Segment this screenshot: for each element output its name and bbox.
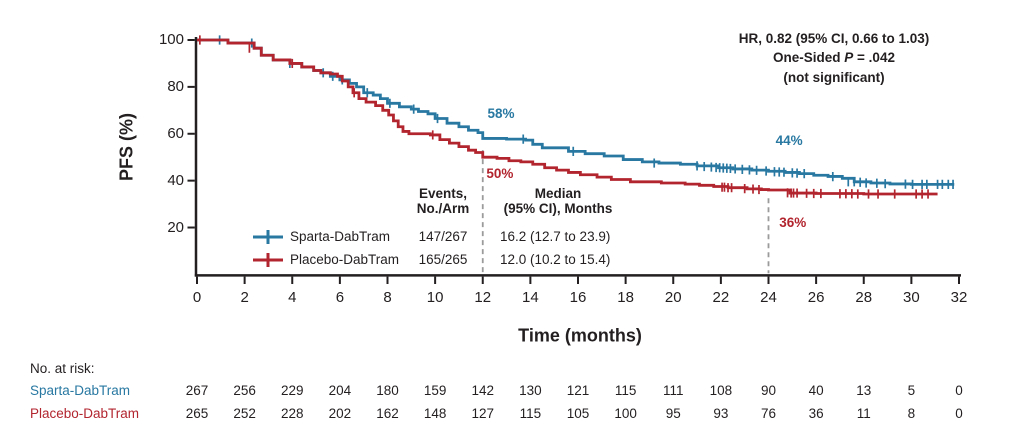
milestone-label: 36%	[779, 214, 807, 230]
stats-annotation: HR, 0.82 (95% CI, 0.66 to 1.03) One-Side…	[739, 29, 930, 87]
at-risk-value: 229	[280, 383, 304, 398]
at-risk-row-label-placebo: Placebo-DabTram	[30, 406, 140, 421]
legend-median-header-line2: (95% CI), Months	[503, 200, 613, 216]
milestone-label: 44%	[775, 132, 803, 148]
legend-events-header-line2: No./Arm	[416, 200, 470, 216]
legend-events-placebo: 165/265	[418, 252, 468, 267]
at-risk-value: 115	[519, 406, 542, 421]
km-curve-placebo	[197, 38, 938, 196]
x-tick-label: 28	[855, 289, 873, 306]
at-risk-value: 267	[185, 383, 209, 398]
at-risk-value: 111	[662, 383, 684, 398]
x-tick-label: 22	[712, 289, 730, 306]
x-tick-label: 30	[903, 289, 920, 306]
legend-events-header-line1: Events,	[418, 186, 468, 201]
legend-median-header-line1: Median	[534, 186, 582, 201]
legend-median-placebo: 12.0 (10.2 to 15.4)	[500, 252, 611, 267]
at-risk-value: 108	[709, 383, 733, 398]
at-risk-value: 0	[955, 406, 963, 421]
at-risk-title: No. at risk:	[30, 361, 95, 376]
legend-events-sparta: 147/267	[418, 229, 468, 244]
x-tick-label: 26	[807, 289, 825, 306]
p-symbol: P	[844, 50, 854, 66]
y-tick-label: 40	[167, 171, 184, 189]
at-risk-value: 148	[423, 406, 447, 421]
at-risk-value: 76	[760, 406, 777, 421]
p-value-pre: One-Sided	[773, 50, 845, 66]
x-tick-label: 4	[288, 289, 297, 306]
at-risk-value: 13	[856, 383, 872, 398]
at-risk-value: 142	[471, 383, 495, 398]
x-tick-label: 0	[192, 289, 202, 306]
at-risk-value: 0	[955, 383, 963, 398]
at-risk-value: 100	[614, 406, 637, 421]
x-tick-label: 20	[664, 289, 682, 306]
x-axis-title: Time (months)	[518, 325, 642, 346]
legend-events-header: Events, No./Arm	[416, 186, 470, 216]
legend-label-sparta: Sparta-DabTram	[290, 229, 391, 244]
at-risk-value: 93	[713, 406, 729, 421]
at-risk-value: 228	[280, 406, 304, 421]
at-risk-value: 95	[665, 406, 681, 421]
p-value-line: One-Sided P = .042	[739, 48, 930, 67]
x-tick-label: 2	[240, 289, 249, 306]
at-risk-value: 256	[233, 383, 256, 398]
at-risk-value: 105	[566, 406, 590, 421]
milestone-label: 50%	[486, 166, 514, 182]
significance-line: (not significant)	[783, 69, 885, 85]
at-risk-value: 8	[907, 406, 916, 421]
legend-marker-sparta-icon	[253, 230, 283, 244]
x-tick-label: 6	[335, 289, 345, 306]
x-tick-label: 24	[760, 289, 777, 306]
legend-label-placebo: Placebo-DabTram	[290, 252, 400, 267]
at-risk-value: 180	[376, 383, 399, 398]
at-risk-value: 115	[614, 383, 637, 398]
at-risk-value: 36	[808, 406, 824, 421]
x-tick-label: 14	[522, 289, 539, 306]
legend-median-sparta: 16.2 (12.7 to 23.9)	[500, 229, 611, 244]
at-risk-value: 121	[566, 383, 590, 398]
x-tick-label: 16	[569, 289, 587, 306]
x-tick-label: 10	[426, 289, 444, 306]
at-risk-row-label-sparta: Sparta-DabTram	[30, 383, 131, 398]
legend-marker-placebo-icon	[253, 253, 283, 267]
at-risk-value: 204	[328, 383, 352, 398]
censor-ticks-placebo	[199, 35, 929, 199]
at-risk-value: 11	[856, 406, 871, 421]
hr-line: HR, 0.82 (95% CI, 0.66 to 1.03)	[738, 31, 930, 46]
y-tick-label: 100	[158, 31, 184, 48]
x-tick-label: 32	[950, 289, 968, 306]
at-risk-value: 202	[328, 406, 352, 421]
at-risk-value: 159	[423, 383, 447, 398]
x-tick-label: 12	[474, 289, 492, 306]
y-tick-label: 20	[167, 218, 184, 236]
at-risk-value: 90	[760, 383, 777, 398]
at-risk-value: 265	[185, 406, 209, 421]
at-risk-value: 5	[907, 383, 916, 398]
at-risk-value: 252	[233, 406, 256, 421]
at-risk-value: 130	[519, 383, 542, 398]
y-tick-label: 80	[167, 77, 184, 95]
at-risk-value: 40	[808, 383, 824, 398]
y-axis-title: PFS (%)	[116, 112, 137, 182]
x-tick-label: 8	[383, 289, 392, 306]
x-tick-label: 18	[617, 289, 634, 306]
at-risk-value: 162	[376, 406, 399, 421]
p-value-post: = .042	[853, 50, 895, 66]
y-tick-label: 60	[167, 124, 184, 142]
milestone-label: 58%	[487, 105, 515, 121]
at-risk-value: 127	[471, 406, 495, 421]
legend-median-header: Median (95% CI), Months	[503, 186, 613, 216]
